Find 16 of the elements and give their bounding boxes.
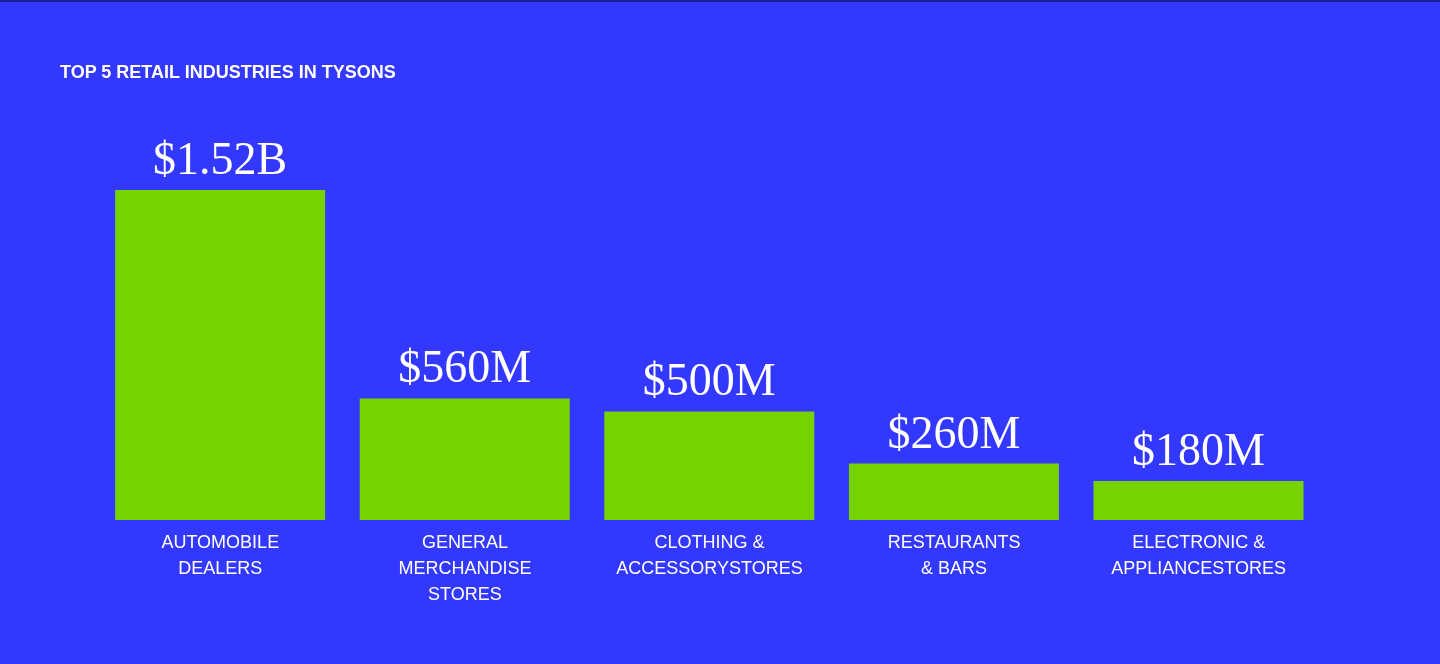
x-tick-label: AUTOMOBILE DEALERS (161, 532, 280, 578)
x-tick-label: GENERAL MERCHANDISE STORES (398, 532, 532, 604)
data-label: $1.52B (153, 133, 288, 184)
data-label: $500M (642, 354, 776, 406)
chart-title: TOP 5 RETAIL INDUSTRIES IN TYSONS (60, 62, 396, 83)
x-tick-label: CLOTHING & ACCESSORYSTORES (616, 532, 803, 578)
x-tick-label: ELECTRONIC & APPLIANCESTORES (1111, 532, 1287, 578)
data-label: $260M (887, 406, 1021, 458)
bar (848, 463, 1059, 520)
bar (604, 411, 815, 520)
bar (1093, 480, 1304, 520)
x-tick-label: RESTAURANTS & BARS (887, 532, 1021, 578)
data-label: $180M (1132, 423, 1265, 475)
data-label: $560M (398, 341, 532, 393)
bar (115, 190, 326, 520)
bar (359, 398, 570, 520)
